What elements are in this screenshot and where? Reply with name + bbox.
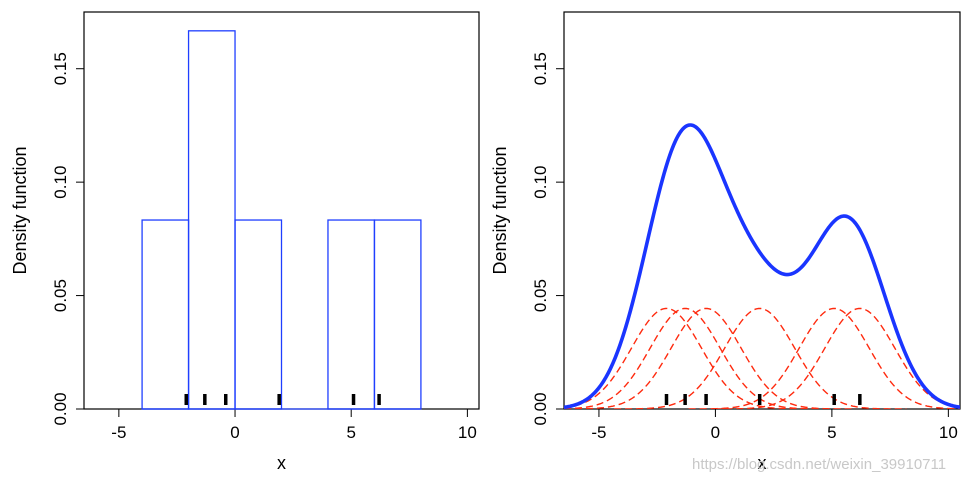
histogram-panel: -5 0 5 10 0.00 0.05 0.10 0.15 x Density function [10, 11, 480, 473]
y-tick-label: 0.05 [531, 279, 550, 312]
kde-panel: -5 0 5 10 0.00 0.05 0.10 0.15 x Density function [490, 11, 961, 473]
x-tick-label: 0 [230, 423, 239, 442]
histogram-bar [234, 219, 283, 410]
plot-frame [563, 11, 961, 410]
y-tick-label: 0.15 [531, 52, 550, 85]
histogram-bar [373, 219, 422, 410]
kernel-curve [614, 307, 907, 409]
watermark: https://blog.csdn.net/weixin_39910711 [692, 456, 946, 473]
y-tick-label: 0.00 [51, 392, 70, 425]
y-tick-label: 0.15 [51, 52, 70, 85]
y-axis-label: Density function [10, 146, 30, 274]
x-tick-label: 10 [458, 423, 477, 442]
x-tick-label: -5 [111, 423, 126, 442]
kernel-curve [564, 307, 814, 409]
density-curve [564, 123, 960, 409]
y-tick-label: 0.10 [51, 166, 70, 199]
kernel-curve [714, 307, 960, 409]
histogram-bar [141, 219, 190, 410]
x-tick-label: 5 [346, 423, 355, 442]
x-tick-label: -5 [591, 423, 606, 442]
kernel-curve [564, 307, 853, 409]
y-tick-label: 0.05 [51, 279, 70, 312]
x-tick-label: 10 [939, 423, 958, 442]
y-tick-label: 0.10 [531, 166, 550, 199]
x-axis-label: x [277, 453, 286, 473]
kernel-curve [564, 307, 832, 409]
histogram-bar [327, 219, 376, 410]
y-axis-label: Density function [490, 146, 510, 274]
histogram-bar [187, 30, 236, 410]
x-tick-label: 0 [711, 423, 720, 442]
kernel-curve [688, 307, 960, 409]
y-tick-label: 0.00 [531, 392, 550, 425]
x-axis-label: x [758, 453, 767, 473]
x-tick-label: 5 [827, 423, 836, 442]
